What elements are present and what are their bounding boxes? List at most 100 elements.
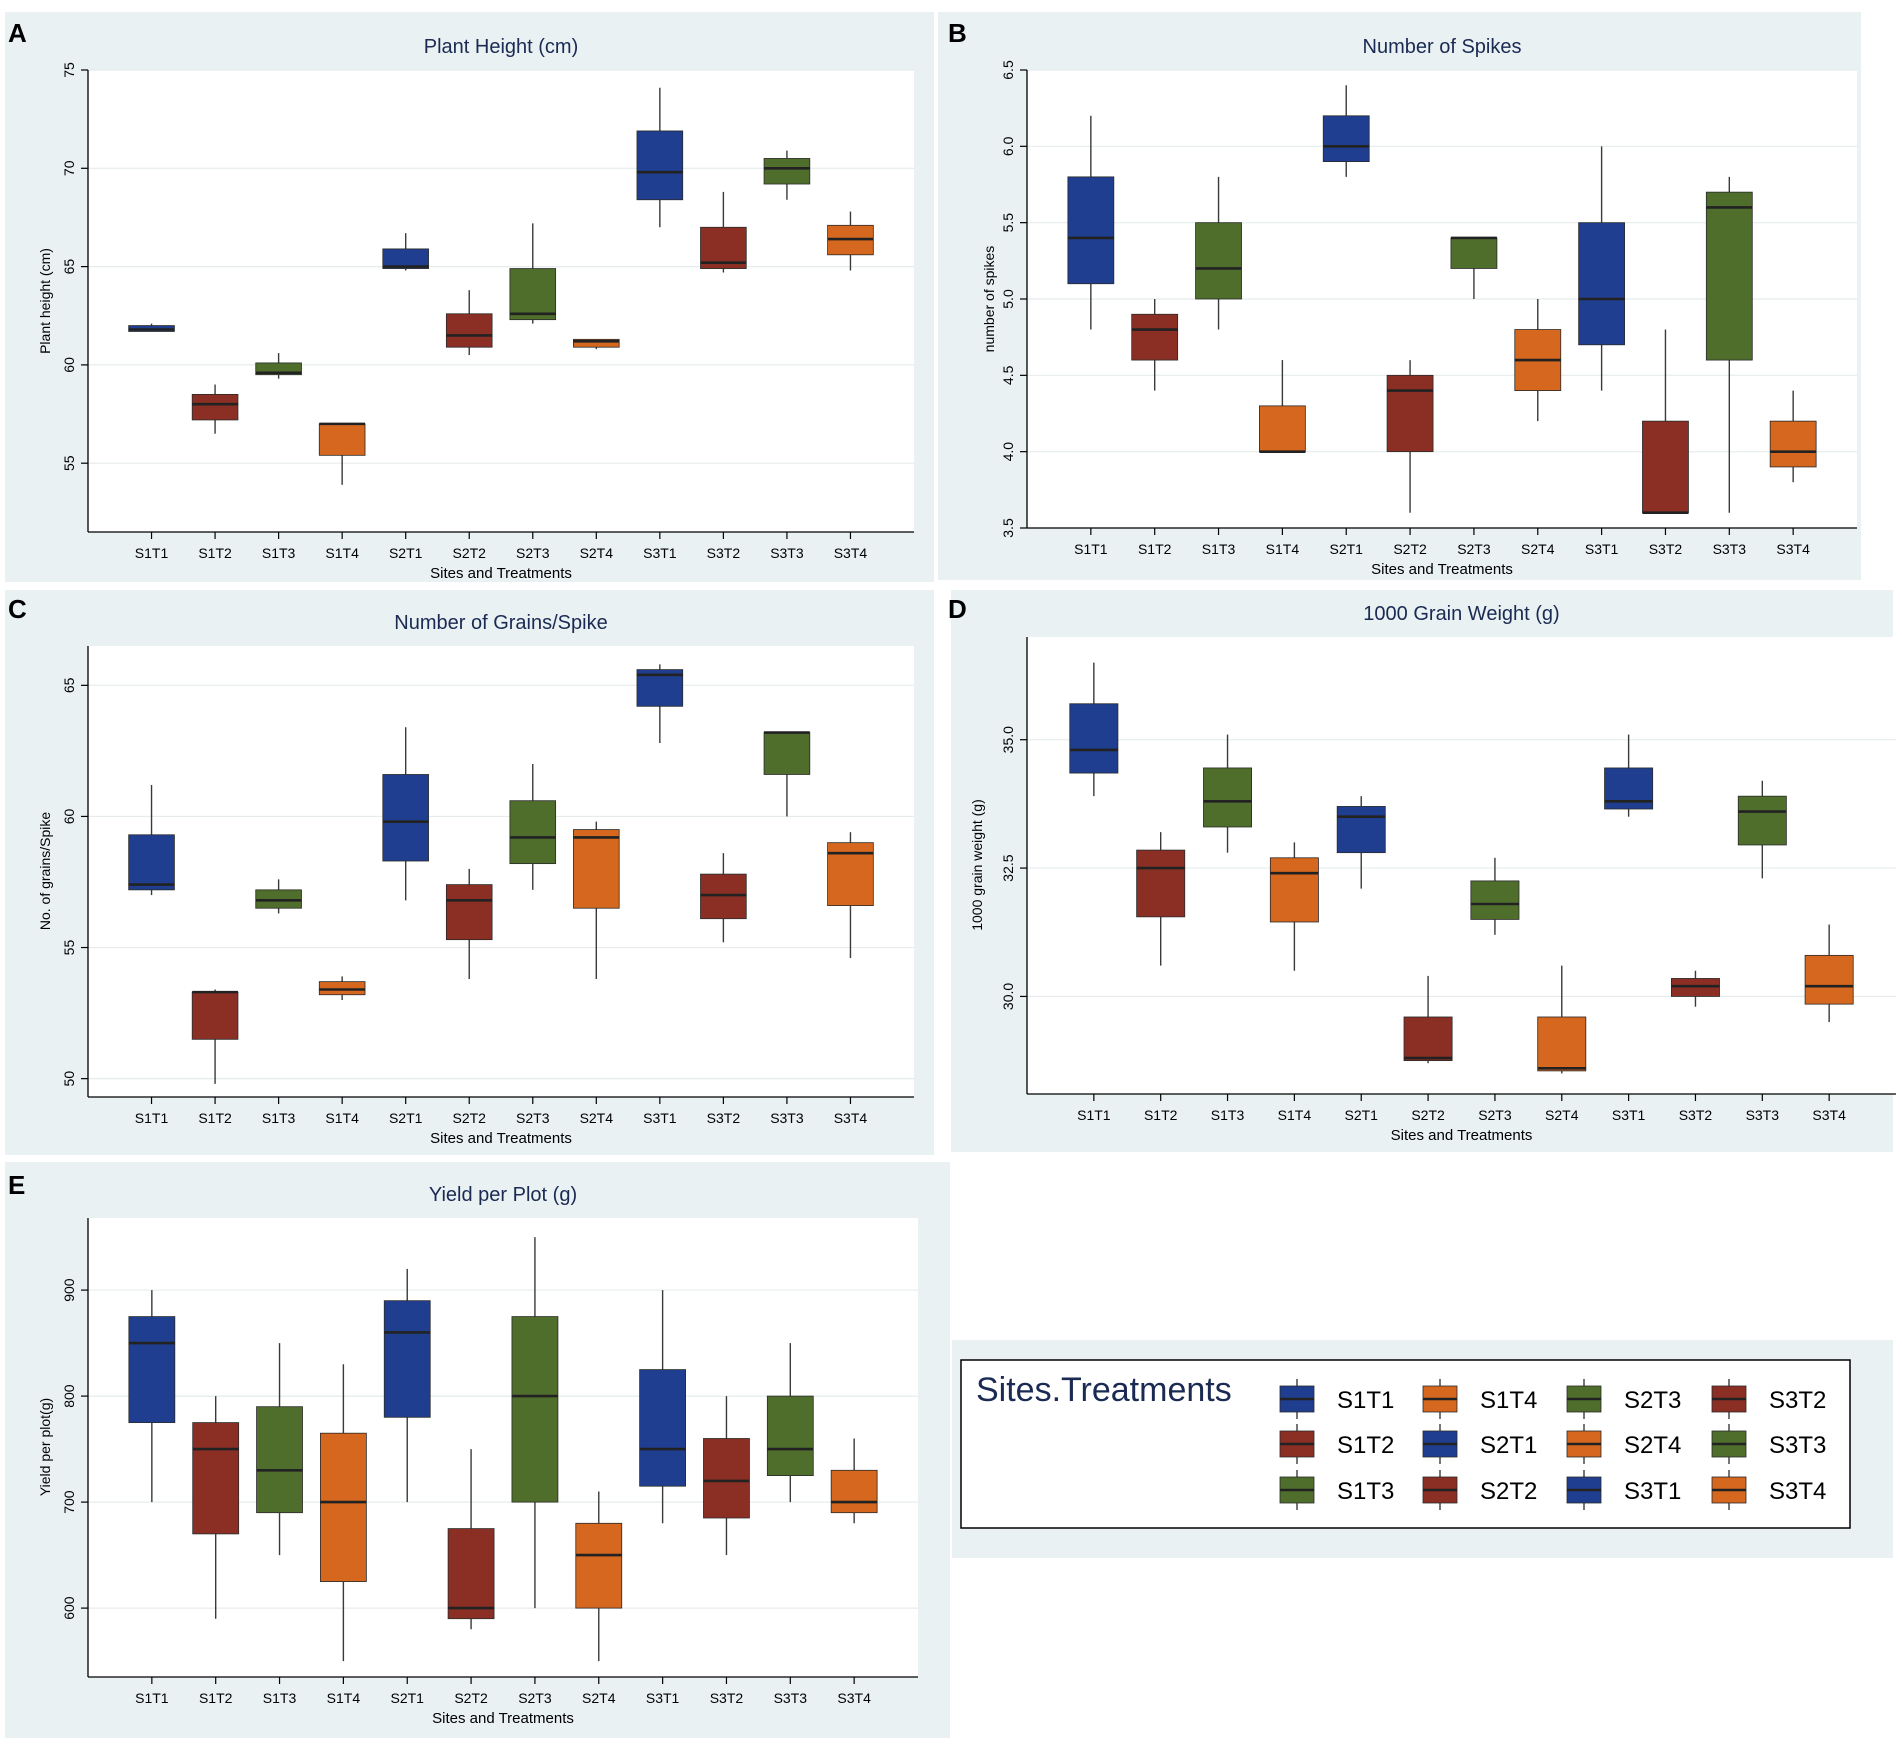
panel-C: 50 55 60 65 Number of Grains/Spike C Sites and… [5, 590, 934, 1155]
box-S2T3 [1470, 880, 1520, 920]
panel-letter: B [948, 18, 967, 48]
x-tick-label: S2T1 [389, 1110, 423, 1126]
box-S2T1 [383, 1300, 431, 1418]
x-tick-label: S2T3 [1457, 541, 1491, 557]
box-S3T3 [1737, 795, 1787, 846]
box-S3T1 [639, 1369, 687, 1487]
panel-B: 3.5 4.0 4.5 5.0 5.5 6.0 6.5 Number of Spikes B Si… [938, 12, 1861, 580]
legend-label: S1T3 [1337, 1478, 1394, 1505]
box-S1T4 [1269, 857, 1319, 923]
chart-title: Yield per Plot (g) [429, 1184, 577, 1206]
box-S1T2 [1136, 849, 1186, 918]
y-tick-label: 800 [61, 1384, 77, 1408]
box-S2T4 [575, 1522, 623, 1609]
box-S1T3 [256, 1406, 303, 1514]
x-tick-label: S3T2 [707, 1110, 741, 1126]
y-tick-label: 55 [61, 455, 77, 471]
legend-title: Sites.Treatments [976, 1371, 1232, 1409]
legend-label: S2T3 [1624, 1387, 1681, 1414]
legend-item-S1T2: S1T2 [1279, 1424, 1394, 1464]
legend: Sites.Treatments S1T1 S1T2 S1T3 S1T4 S2T1 S2T2… [952, 1340, 1893, 1558]
x-tick-label: S1T3 [262, 1110, 296, 1126]
box-S3T3 [763, 732, 811, 775]
legend-label: S2T1 [1480, 1432, 1537, 1459]
box-S3T1 [1604, 767, 1654, 810]
box-S2T3 [511, 1316, 559, 1503]
legend-item-S1T4: S1T4 [1422, 1379, 1537, 1419]
x-tick-label: S1T4 [325, 1110, 359, 1126]
panel-letter: E [8, 1170, 25, 1200]
y-tick-label: 5.0 [1000, 289, 1016, 309]
x-tick-label: S3T1 [643, 545, 677, 561]
x-tick-label: S3T4 [1776, 541, 1810, 557]
y-tick-label: 35.0 [1000, 726, 1016, 753]
chart-title: Number of Spikes [1363, 36, 1522, 58]
box-S3T4 [1804, 954, 1854, 1005]
chart-title: 1000 Grain Weight (g) [1363, 603, 1559, 625]
y-axis-label: number of spikes [981, 246, 997, 353]
x-tick-label: S3T2 [710, 1690, 744, 1706]
x-tick-label: S2T2 [452, 545, 486, 561]
x-axis-label: Sites and Treatments [430, 1130, 572, 1147]
y-tick-label: 6.5 [1000, 60, 1016, 80]
x-tick-label: S1T4 [1278, 1107, 1312, 1123]
x-tick-label: S3T1 [646, 1690, 680, 1706]
x-tick-label: S2T3 [516, 545, 550, 561]
y-axis-label: No. of grains/Spike [37, 812, 53, 930]
x-tick-label: S2T1 [390, 1690, 424, 1706]
legend-item-S1T1: S1T1 [1279, 1379, 1394, 1419]
x-tick-label: S1T4 [325, 545, 359, 561]
box-S1T4 [318, 981, 366, 996]
box-S1T3 [1203, 767, 1253, 828]
chart-title: Number of Grains/Spike [394, 612, 607, 634]
panel-letter: C [8, 594, 27, 624]
legend-label: S3T4 [1769, 1478, 1826, 1505]
x-tick-label: S1T2 [198, 545, 232, 561]
box-S1T2 [191, 393, 239, 421]
x-tick-label: S2T4 [580, 545, 614, 561]
x-tick-label: S2T1 [389, 545, 423, 561]
y-tick-label: 5.5 [1000, 213, 1016, 233]
box-S1T3 [255, 362, 302, 376]
box-S1T1 [1069, 703, 1119, 774]
x-tick-label: S3T3 [770, 545, 804, 561]
box-S3T2 [703, 1438, 750, 1519]
x-tick-label: S1T3 [1202, 541, 1236, 557]
x-tick-label: S3T4 [834, 545, 868, 561]
y-tick-label: 65 [61, 259, 77, 275]
y-tick-label: 70 [61, 160, 77, 176]
x-tick-label: S1T1 [135, 545, 169, 561]
chart-title: Plant Height (cm) [424, 36, 579, 58]
box-S2T2 [447, 1528, 495, 1620]
x-axis-label: Sites and Treatments [1391, 1127, 1533, 1144]
box-S1T4 [318, 423, 366, 456]
panel-letter: A [8, 18, 27, 48]
y-tick-label: 4.0 [1000, 442, 1016, 462]
x-tick-label: S1T3 [263, 1690, 297, 1706]
box-S2T3 [1450, 237, 1498, 269]
y-tick-label: 50 [61, 1071, 77, 1087]
legend-item-S2T1: S2T1 [1422, 1424, 1537, 1464]
box-S2T2 [445, 884, 493, 941]
y-tick-label: 30.0 [1000, 983, 1016, 1010]
x-tick-label: S1T4 [1266, 541, 1300, 557]
x-tick-label: S1T1 [1077, 1107, 1111, 1123]
box-S1T2 [192, 1422, 240, 1535]
box-S2T1 [382, 248, 429, 269]
x-tick-label: S3T2 [1649, 541, 1683, 557]
x-tick-label: S2T4 [1545, 1107, 1579, 1123]
x-tick-label: S3T1 [1585, 541, 1619, 557]
box-S3T4 [1769, 420, 1817, 468]
legend-item-S3T2: S3T2 [1711, 1379, 1826, 1419]
box-S2T1 [382, 774, 429, 862]
y-tick-label: 900 [61, 1278, 77, 1302]
x-tick-label: S2T2 [1411, 1107, 1445, 1123]
panel-D: 30.0 32.5 35.0 1000 Grain Weight (g) D Sites … [948, 590, 1896, 1152]
x-tick-label: S1T2 [199, 1690, 233, 1706]
x-tick-label: S3T3 [774, 1690, 808, 1706]
box-S3T3 [766, 1395, 814, 1476]
x-axis-label: Sites and Treatments [430, 565, 572, 582]
y-tick-label: 55 [61, 940, 77, 956]
x-tick-label: S2T2 [1393, 541, 1427, 557]
y-tick-label: 6.0 [1000, 136, 1016, 156]
